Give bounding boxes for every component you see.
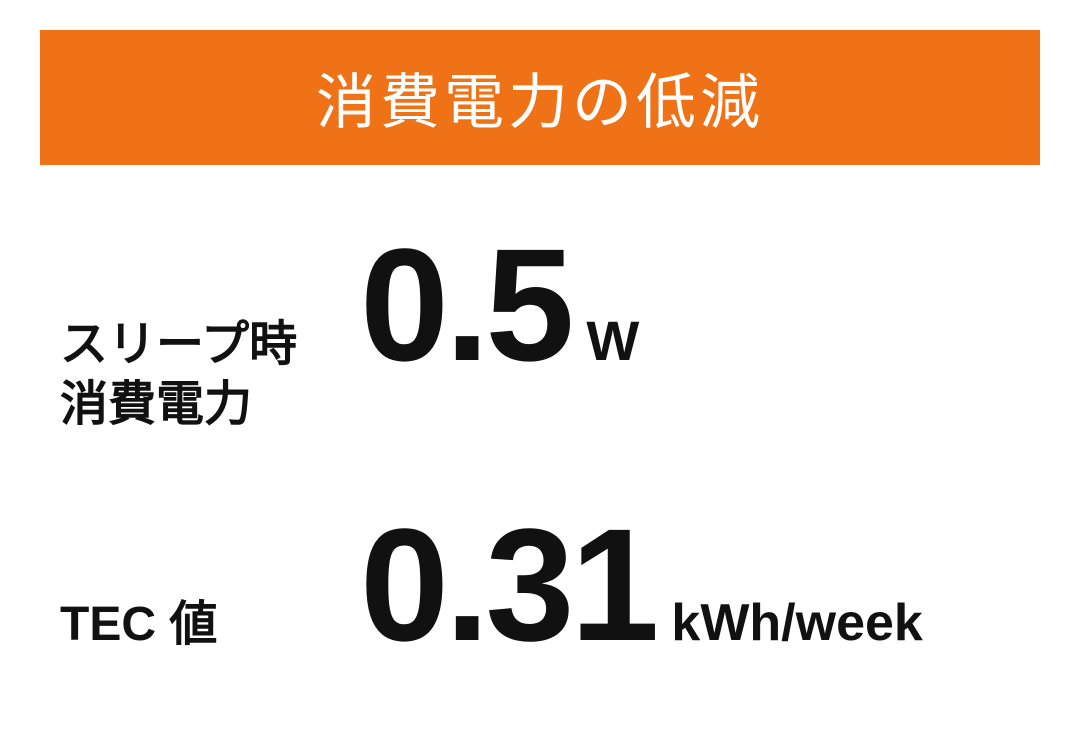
metric-label: スリープ時 消費電力 — [60, 315, 360, 435]
metric-label: TEC 値 — [60, 595, 360, 655]
metric-unit: W — [586, 308, 639, 373]
metric-value-group: 0.5 W — [360, 225, 639, 385]
metric-value: 0.31 — [360, 505, 655, 665]
metric-rows: スリープ時 消費電力 0.5 W TEC 値 0.31 kWh/week — [0, 225, 1080, 665]
metric-value-group: 0.31 kWh/week — [360, 505, 923, 665]
metric-unit: kWh/week — [671, 593, 922, 653]
metric-row-tec: TEC 値 0.31 kWh/week — [0, 505, 1080, 665]
metric-value: 0.5 — [360, 225, 570, 385]
metric-row-sleep: スリープ時 消費電力 0.5 W — [0, 225, 1080, 435]
banner-title: 消費電力の低減 — [40, 30, 1040, 165]
